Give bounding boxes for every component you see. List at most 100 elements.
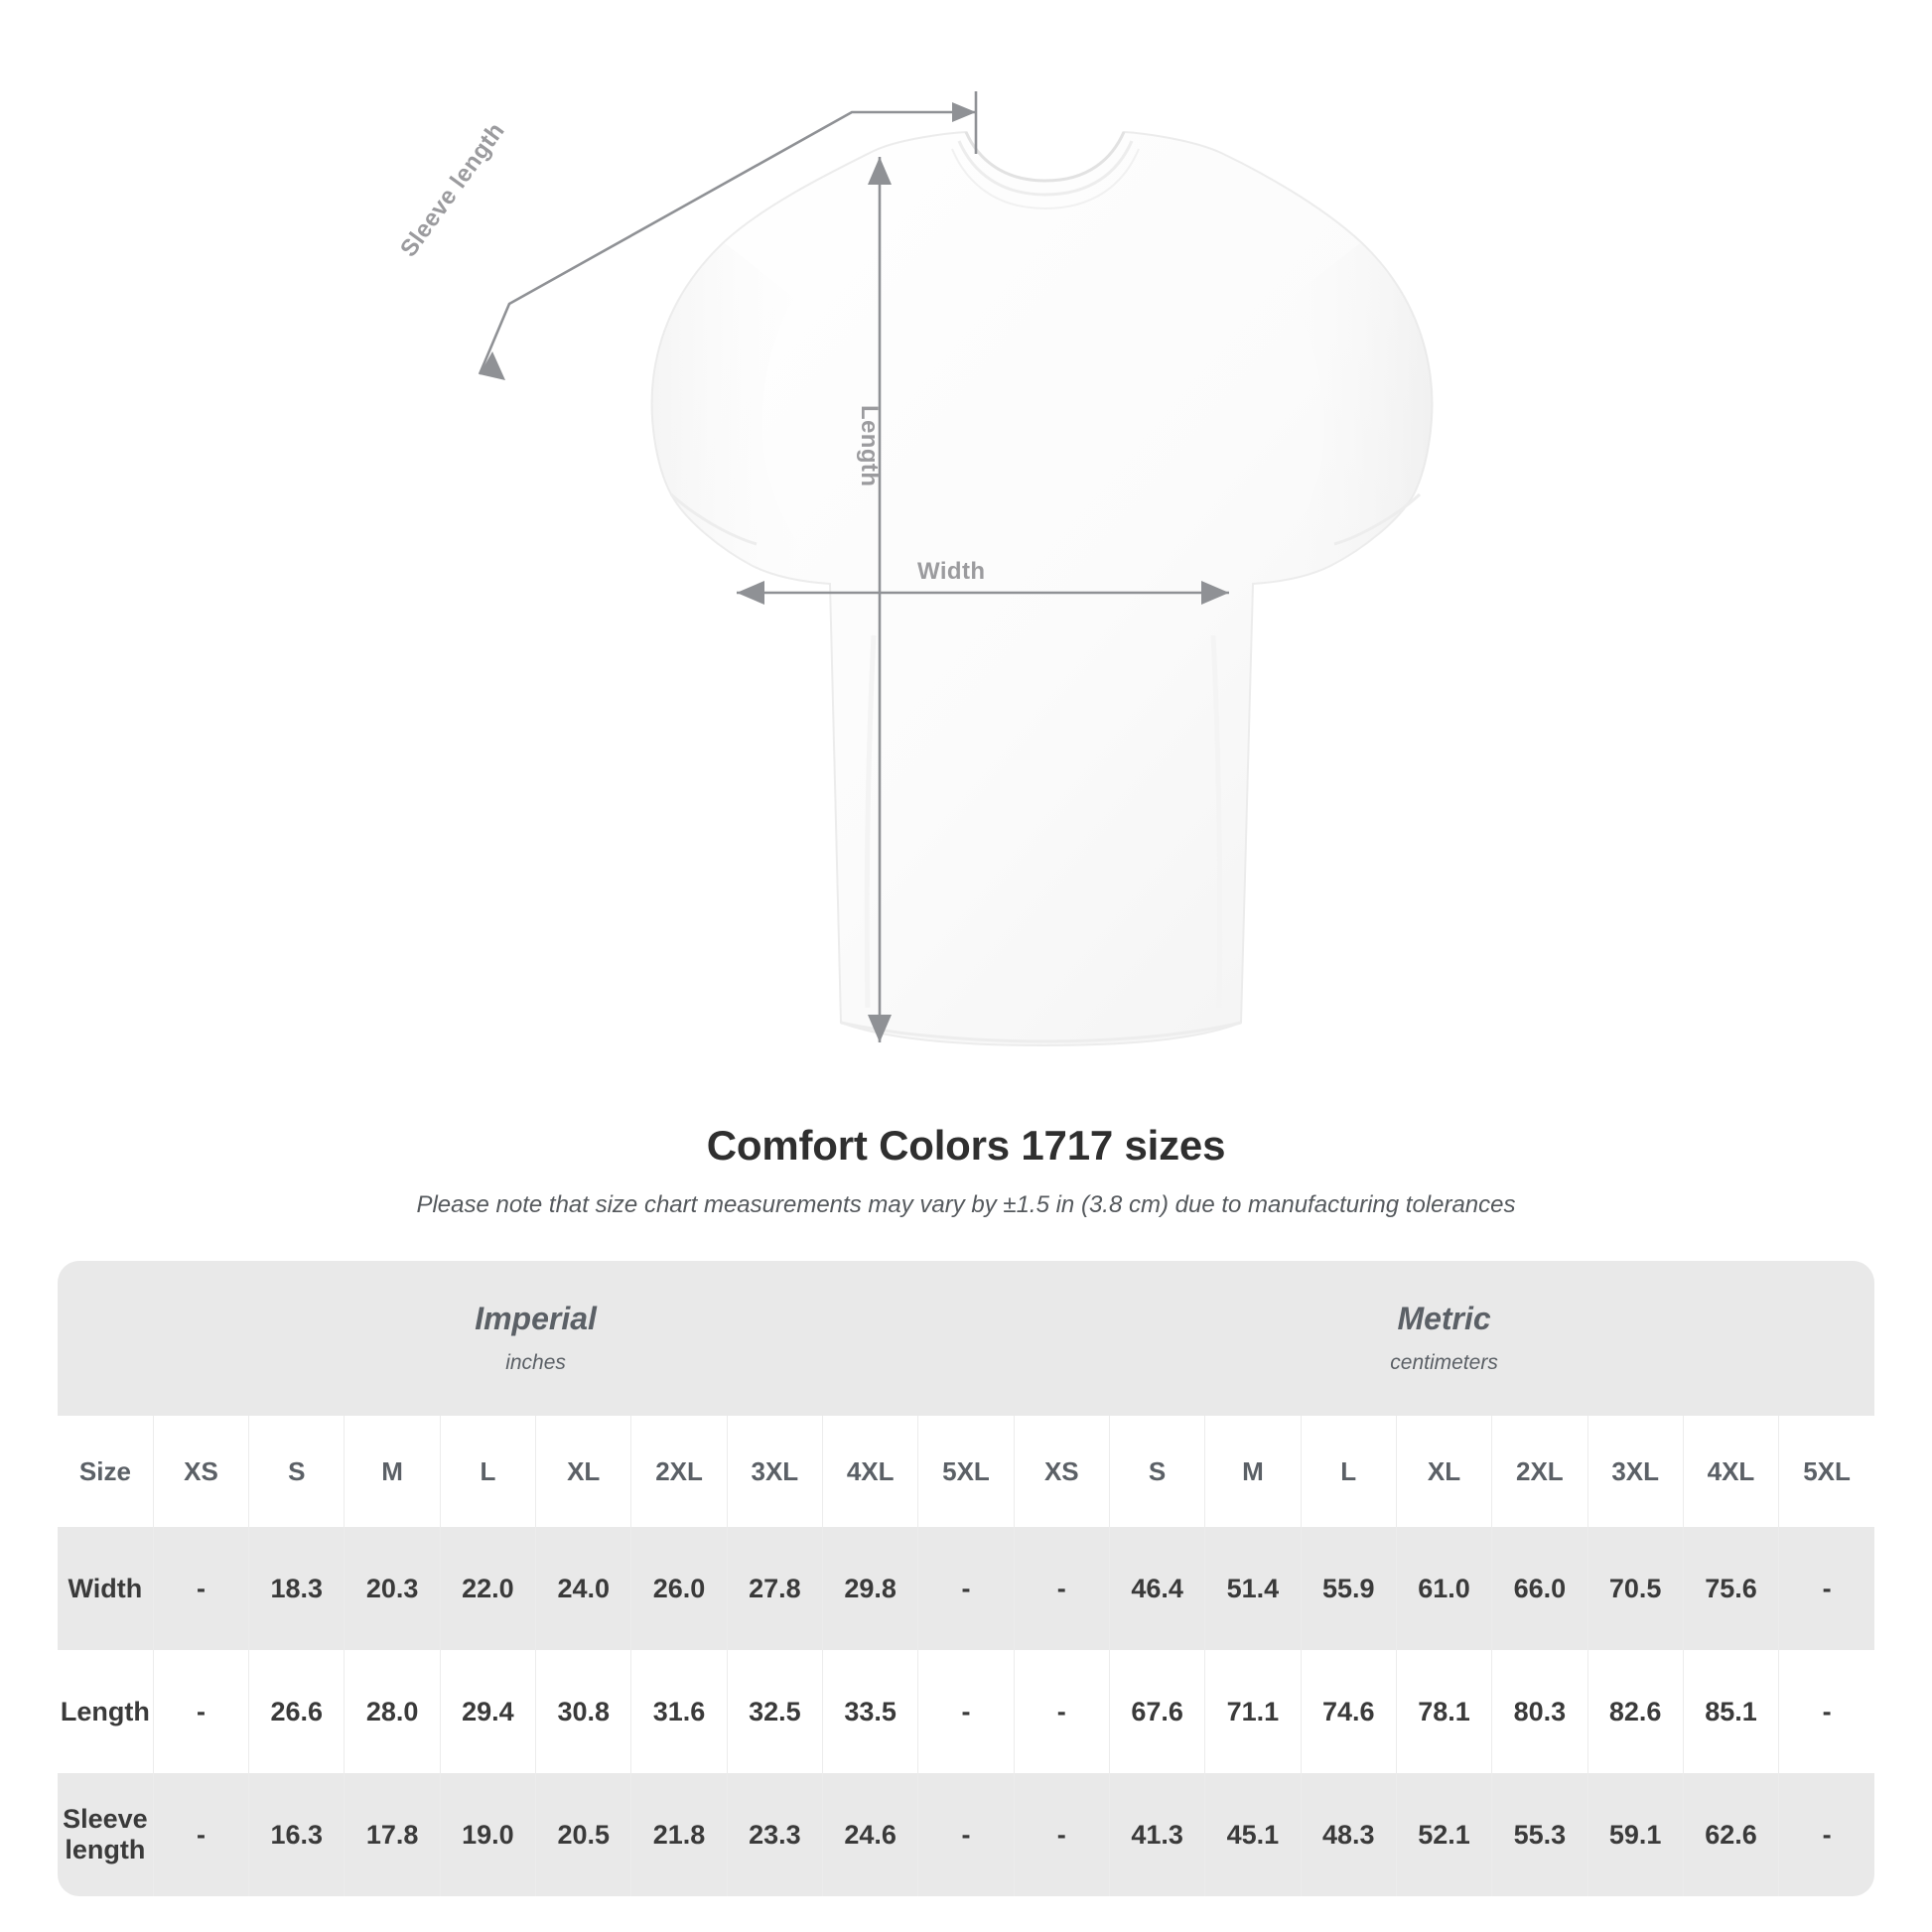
size-table: Imperial inches Metric centimeters Size … [58, 1261, 1874, 1896]
size-header-label: Size [58, 1416, 154, 1527]
cell-width-met-4: 61.0 [1395, 1527, 1492, 1650]
cell-length-imp-0: - [152, 1650, 249, 1773]
metric-unit-cell: Metric centimeters [1014, 1261, 1874, 1416]
col-header-imp-2: M [344, 1416, 441, 1527]
title-block: Comfort Colors 1717 sizes Please note th… [0, 1122, 1932, 1219]
table-row: Sleeve length - 16.3 17.8 19.0 20.5 21.8… [58, 1773, 1874, 1896]
cell-sleeve-met-0: - [1013, 1773, 1110, 1896]
col-header-imp-7: 4XL [821, 1416, 918, 1527]
col-header-imp-6: 3XL [726, 1416, 823, 1527]
unit-header-row: Imperial inches Metric centimeters [58, 1261, 1874, 1416]
cell-sleeve-imp-5: 21.8 [630, 1773, 728, 1896]
col-header-met-2: M [1204, 1416, 1302, 1527]
col-header-met-7: 4XL [1682, 1416, 1779, 1527]
cell-length-imp-6: 32.5 [726, 1650, 823, 1773]
cell-sleeve-met-7: 62.6 [1682, 1773, 1779, 1896]
width-arrow-right [1201, 581, 1229, 605]
col-header-met-1: S [1108, 1416, 1205, 1527]
cell-sleeve-imp-8: - [917, 1773, 1015, 1896]
cell-length-met-4: 78.1 [1395, 1650, 1492, 1773]
cell-sleeve-imp-6: 23.3 [726, 1773, 823, 1896]
cell-width-met-6: 70.5 [1587, 1527, 1684, 1650]
cell-width-imp-5: 26.0 [630, 1527, 728, 1650]
col-header-met-6: 3XL [1587, 1416, 1684, 1527]
cell-sleeve-met-2: 45.1 [1204, 1773, 1302, 1896]
page-subtitle: Please note that size chart measurements… [416, 1191, 1516, 1218]
table-row: Length - 26.6 28.0 29.4 30.8 31.6 32.5 3… [58, 1650, 1874, 1773]
width-label: Width [917, 558, 986, 585]
cell-length-imp-3: 29.4 [439, 1650, 536, 1773]
row-label-sleeve-length: Sleeve length [58, 1773, 154, 1896]
cell-length-imp-4: 30.8 [535, 1650, 631, 1773]
imperial-sublabel: inches [505, 1350, 566, 1374]
imperial-unit-cell: Imperial inches [58, 1261, 1015, 1416]
cell-sleeve-met-3: 48.3 [1300, 1773, 1397, 1896]
cell-sleeve-imp-1: 16.3 [248, 1773, 345, 1896]
cell-width-met-7: 75.6 [1682, 1527, 1779, 1650]
cell-length-met-5: 80.3 [1491, 1650, 1587, 1773]
cell-length-met-3: 74.6 [1300, 1650, 1397, 1773]
row-label-width: Width [58, 1527, 154, 1650]
col-header-imp-3: L [439, 1416, 536, 1527]
table-row: Width - 18.3 20.3 22.0 24.0 26.0 27.8 29… [58, 1527, 1874, 1650]
cell-length-met-6: 82.6 [1587, 1650, 1684, 1773]
cell-length-imp-7: 33.5 [821, 1650, 918, 1773]
length-arrow-bottom [868, 1015, 892, 1042]
col-header-imp-0: XS [152, 1416, 249, 1527]
cell-sleeve-met-6: 59.1 [1587, 1773, 1684, 1896]
cell-length-met-2: 71.1 [1204, 1650, 1302, 1773]
cell-width-imp-3: 22.0 [439, 1527, 536, 1650]
tshirt-illustration [478, 91, 1434, 1047]
col-header-met-4: XL [1395, 1416, 1492, 1527]
cell-width-met-5: 66.0 [1491, 1527, 1587, 1650]
cell-length-met-8: - [1778, 1650, 1874, 1773]
cell-width-imp-0: - [152, 1527, 249, 1650]
cell-width-met-1: 46.4 [1108, 1527, 1205, 1650]
cell-sleeve-met-1: 41.3 [1108, 1773, 1205, 1896]
width-arrow-left [737, 581, 764, 605]
cell-length-imp-2: 28.0 [344, 1650, 441, 1773]
metric-sublabel: centimeters [1390, 1350, 1498, 1374]
cell-width-imp-7: 29.8 [821, 1527, 918, 1650]
cell-width-imp-1: 18.3 [248, 1527, 345, 1650]
size-header-row: Size XS S M L XL 2XL 3XL 4XL 5XL XS S M … [58, 1416, 1874, 1527]
cell-sleeve-imp-2: 17.8 [344, 1773, 441, 1896]
cell-width-imp-8: - [917, 1527, 1015, 1650]
cell-length-imp-1: 26.6 [248, 1650, 345, 1773]
cell-sleeve-imp-4: 20.5 [535, 1773, 631, 1896]
cell-width-met-8: - [1778, 1527, 1874, 1650]
cell-width-met-2: 51.4 [1204, 1527, 1302, 1650]
cell-sleeve-imp-7: 24.6 [821, 1773, 918, 1896]
col-header-imp-8: 5XL [917, 1416, 1015, 1527]
cell-width-imp-4: 24.0 [535, 1527, 631, 1650]
row-label-length: Length [58, 1650, 154, 1773]
sleeve-top-arrowhead [952, 102, 976, 122]
metric-label: Metric [1397, 1301, 1491, 1337]
size-table-container: Imperial inches Metric centimeters Size … [58, 1261, 1874, 1896]
cell-sleeve-met-4: 52.1 [1395, 1773, 1492, 1896]
cell-length-imp-5: 31.6 [630, 1650, 728, 1773]
cell-width-imp-2: 20.3 [344, 1527, 441, 1650]
cell-sleeve-imp-0: - [152, 1773, 249, 1896]
cell-sleeve-met-5: 55.3 [1491, 1773, 1587, 1896]
cell-width-imp-6: 27.8 [726, 1527, 823, 1650]
col-header-met-3: L [1300, 1416, 1397, 1527]
col-header-met-0: XS [1013, 1416, 1110, 1527]
sleeve-length-arrowhead [480, 351, 505, 380]
measurement-lines [478, 91, 1229, 1042]
cell-sleeve-imp-3: 19.0 [439, 1773, 536, 1896]
cell-length-met-7: 85.1 [1682, 1650, 1779, 1773]
page-title: Comfort Colors 1717 sizes [706, 1122, 1226, 1169]
col-header-imp-1: S [248, 1416, 345, 1527]
length-label: Length [856, 405, 883, 487]
imperial-label: Imperial [475, 1301, 597, 1337]
cell-length-met-0: - [1013, 1650, 1110, 1773]
tshirt-diagram: Sleeve length Length Width [395, 91, 1434, 1047]
tshirt-shape [650, 130, 1434, 1047]
cell-length-met-1: 67.6 [1108, 1650, 1205, 1773]
cell-width-met-0: - [1013, 1527, 1110, 1650]
col-header-imp-4: XL [535, 1416, 631, 1527]
col-header-met-8: 5XL [1778, 1416, 1874, 1527]
length-arrow-top [868, 157, 892, 185]
